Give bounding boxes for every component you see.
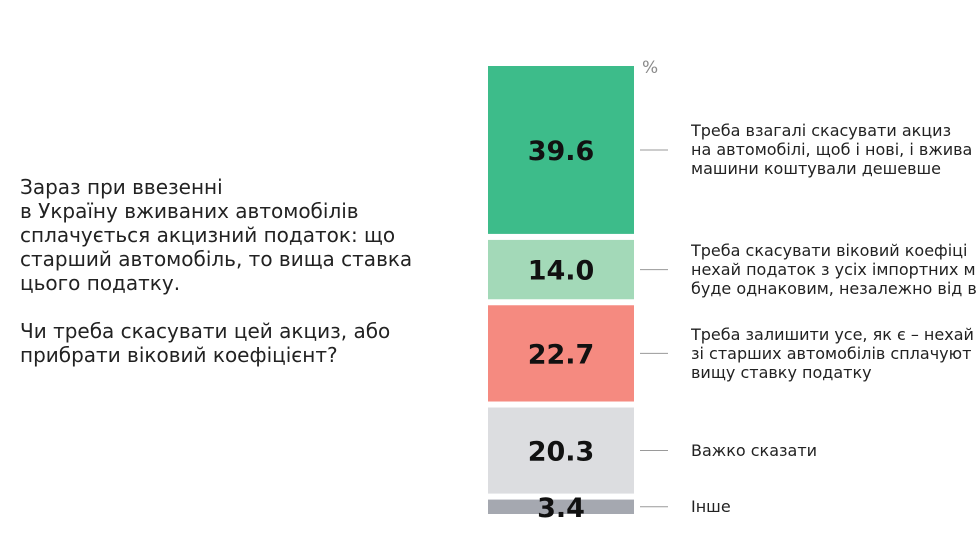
bar-segment-5: [488, 499, 634, 514]
segment-value-label-2: 14.0: [528, 256, 595, 287]
segment-category-label-3: Треба залишити усе, як є – нехай зі стар…: [691, 324, 974, 382]
bar-segment-4: [488, 407, 634, 494]
segment-category-label-1: Треба взагалі скасувати акциз на автомоб…: [691, 121, 973, 179]
survey-question: Зараз при ввезенні в Україну вживаних ав…: [20, 175, 450, 367]
bar-segment-2: [488, 239, 634, 300]
bar-segment-1: [488, 66, 634, 234]
segment-value-label-3: 22.7: [528, 339, 595, 370]
segment-value-label-1: 39.6: [528, 136, 595, 167]
question-prompt: Чи треба скасувати цей акциз, або прибра…: [20, 319, 391, 367]
segment-category-label-5: Інше: [691, 497, 731, 517]
segment-category-label-2: Треба скасувати віковий коефіці нехай по…: [691, 241, 977, 299]
segment-value-label-4: 20.3: [528, 437, 595, 468]
question-context: Зараз при ввезенні в Україну вживаних ав…: [20, 175, 413, 295]
unit-label: %: [642, 58, 659, 78]
segment-value-label-5: 3.4: [537, 493, 585, 524]
segment-category-label-4: Важко сказати: [691, 441, 818, 461]
bar-segment-3: [488, 305, 634, 402]
